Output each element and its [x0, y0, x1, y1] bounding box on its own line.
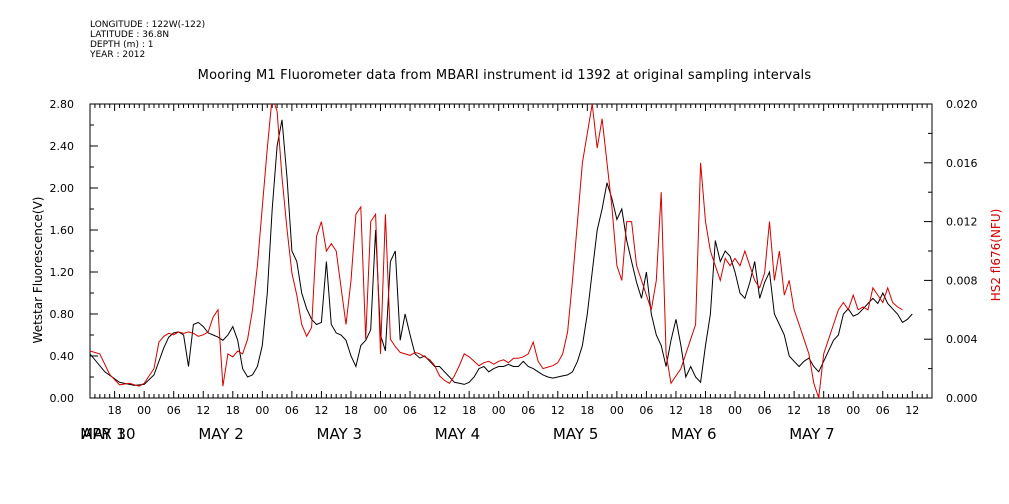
- x-hour-tick-label: 18: [108, 404, 122, 417]
- x-hour-tick-label: 06: [403, 404, 417, 417]
- x-date-label: APR 30: [82, 425, 136, 443]
- y-tick-right-label: 0.008: [946, 274, 978, 287]
- y-tick-left-label: 1.60: [50, 224, 75, 237]
- x-hour-tick-label: 12: [787, 404, 801, 417]
- x-date-label: MAY 1: [80, 425, 126, 443]
- x-hour-tick-label: 12: [433, 404, 447, 417]
- x-date-label: MAY 7: [789, 425, 835, 443]
- y-tick-right-label: 0.016: [946, 157, 978, 170]
- x-date-label: MAY 5: [553, 425, 599, 443]
- y-tick-left-label: 2.00: [50, 182, 75, 195]
- y-tick-left-label: 0.40: [50, 350, 75, 363]
- x-hour-tick-label: 12: [669, 404, 683, 417]
- x-hour-tick-label: 12: [905, 404, 919, 417]
- metadata-block: LONGITUDE : 122W(-122) LATITUDE : 36.8N …: [90, 20, 205, 60]
- x-hour-tick-label: 06: [876, 404, 890, 417]
- x-hour-tick-label: 18: [344, 404, 358, 417]
- x-hour-tick-label: 00: [846, 404, 860, 417]
- series-line-hs2: [90, 104, 903, 398]
- chart-axes: 18 00 06 12 18 00 06 12 18 00 06 12 18 00 06 12 18 00 06 12…: [50, 98, 978, 443]
- chart-lines: [90, 104, 913, 398]
- series-line-wetstar: [90, 119, 913, 386]
- y-tick-right-label: 0.000: [946, 392, 978, 405]
- x-hour-tick-label: 12: [196, 404, 210, 417]
- x-hour-tick-label: 18: [817, 404, 831, 417]
- x-hour-tick-label: 06: [758, 404, 772, 417]
- y-tick-right-label: 0.012: [946, 216, 978, 229]
- x-hour-tick-label: 00: [492, 404, 506, 417]
- y-axis-left-label: Wetstar Fluorescence(V): [31, 197, 45, 344]
- x-hour-tick-label: 00: [255, 404, 269, 417]
- x-date-label: MAY 3: [317, 425, 363, 443]
- x-hour-tick-label: 06: [521, 404, 535, 417]
- x-hour-tick-label: 00: [610, 404, 624, 417]
- x-hour-tick-label: 12: [551, 404, 565, 417]
- year-label: YEAR : 2012: [90, 50, 146, 60]
- y-tick-left-label: 2.80: [50, 98, 75, 111]
- y-tick-right-label: 0.020: [946, 98, 978, 111]
- x-date-label: MAY 4: [435, 425, 481, 443]
- x-hour-tick-label: 12: [314, 404, 328, 417]
- x-hour-tick-label: 00: [137, 404, 151, 417]
- x-date-label: MAY 2: [198, 425, 244, 443]
- latitude-label: LATITUDE : 36.8N: [90, 30, 170, 40]
- x-date-label: MAY 6: [671, 425, 717, 443]
- x-hour-tick-label: 06: [167, 404, 181, 417]
- y-tick-right-label: 0.004: [946, 333, 978, 346]
- x-hour-tick-label: 06: [639, 404, 653, 417]
- x-hour-tick-label: 18: [462, 404, 476, 417]
- chart-title: Mooring M1 Fluorometer data from MBARI i…: [197, 68, 812, 83]
- y-tick-left-label: 0.00: [50, 392, 75, 405]
- y-tick-left-label: 1.20: [50, 266, 75, 279]
- x-hour-tick-label: 18: [698, 404, 712, 417]
- longitude-label: LONGITUDE : 122W(-122): [90, 20, 206, 30]
- plot-frame: [89, 103, 933, 399]
- y-tick-left-label: 0.80: [50, 308, 75, 321]
- x-hour-tick-label: 00: [728, 404, 742, 417]
- depth-label: DEPTH (m) : 1: [90, 40, 154, 50]
- x-hour-tick-label: 18: [226, 404, 240, 417]
- x-hour-tick-label: 18: [580, 404, 594, 417]
- x-hour-tick-label: 06: [285, 404, 299, 417]
- y-axis-right-label: HS2 fl676(NFU): [989, 209, 1003, 302]
- y-tick-left-label: 2.40: [50, 140, 75, 153]
- x-hour-tick-label: 00: [374, 404, 388, 417]
